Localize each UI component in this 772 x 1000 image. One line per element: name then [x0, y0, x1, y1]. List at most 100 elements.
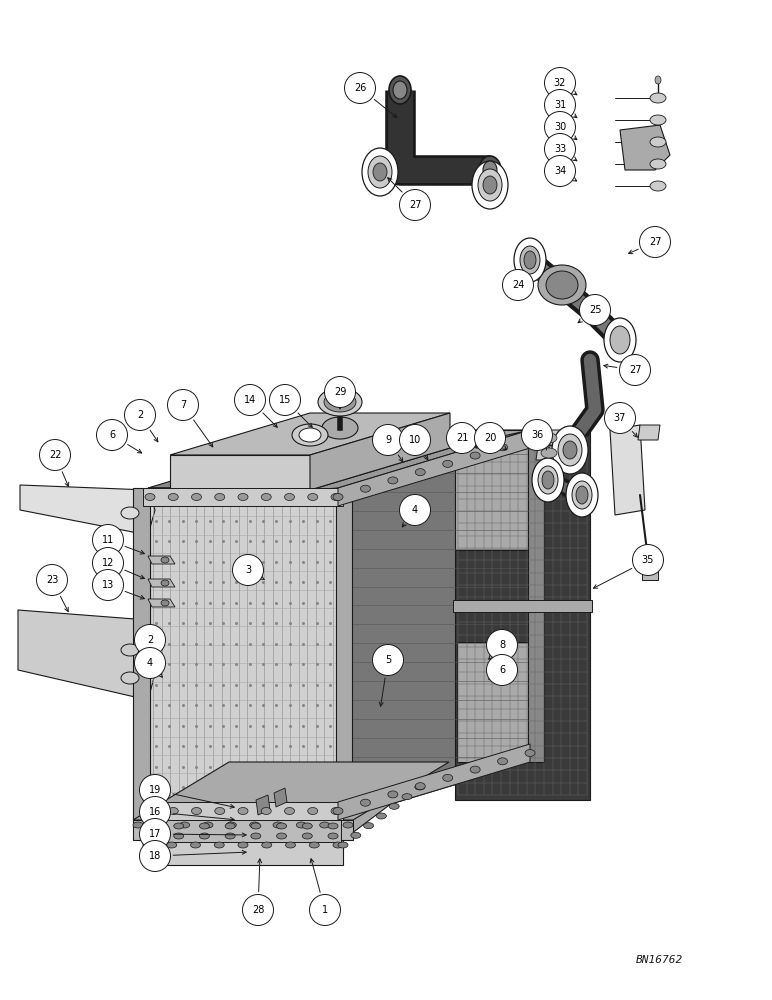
Ellipse shape: [498, 444, 507, 451]
Ellipse shape: [479, 156, 501, 184]
Circle shape: [446, 422, 478, 454]
Text: 35: 35: [642, 555, 654, 565]
Ellipse shape: [655, 76, 661, 84]
Polygon shape: [170, 413, 450, 455]
Circle shape: [140, 774, 171, 806]
Text: 26: 26: [354, 83, 366, 93]
Ellipse shape: [538, 466, 558, 494]
Ellipse shape: [174, 823, 184, 829]
Ellipse shape: [168, 808, 178, 814]
Text: 5: 5: [385, 655, 391, 665]
Text: 37: 37: [614, 413, 626, 423]
Ellipse shape: [318, 388, 362, 416]
Ellipse shape: [415, 469, 425, 476]
Ellipse shape: [199, 823, 209, 829]
Ellipse shape: [338, 842, 348, 848]
Text: 32: 32: [554, 78, 566, 88]
Ellipse shape: [276, 833, 286, 839]
Text: 10: 10: [409, 435, 421, 445]
Text: 30: 30: [554, 122, 566, 132]
Ellipse shape: [362, 148, 398, 196]
Ellipse shape: [121, 672, 139, 684]
Circle shape: [544, 68, 575, 99]
Ellipse shape: [650, 137, 666, 147]
Ellipse shape: [148, 833, 158, 839]
Ellipse shape: [145, 493, 155, 500]
Text: 25: 25: [589, 305, 601, 315]
Ellipse shape: [148, 823, 158, 829]
Polygon shape: [453, 600, 592, 612]
Ellipse shape: [261, 493, 271, 500]
Polygon shape: [274, 788, 287, 807]
Ellipse shape: [558, 434, 582, 466]
Ellipse shape: [610, 326, 630, 354]
Ellipse shape: [133, 822, 143, 828]
Ellipse shape: [225, 833, 235, 839]
Ellipse shape: [552, 426, 588, 474]
Text: 27: 27: [648, 237, 662, 247]
Ellipse shape: [389, 76, 411, 104]
Text: 34: 34: [554, 166, 566, 176]
Ellipse shape: [343, 822, 353, 828]
Circle shape: [632, 544, 663, 576]
Ellipse shape: [261, 808, 271, 814]
Polygon shape: [143, 802, 343, 820]
Polygon shape: [133, 488, 150, 820]
Circle shape: [93, 524, 124, 556]
Polygon shape: [455, 432, 590, 800]
Polygon shape: [455, 430, 544, 550]
Polygon shape: [145, 815, 341, 842]
Ellipse shape: [303, 823, 313, 829]
Circle shape: [310, 894, 340, 926]
Ellipse shape: [191, 808, 201, 814]
Ellipse shape: [563, 441, 577, 459]
Text: 29: 29: [334, 387, 346, 397]
Ellipse shape: [650, 181, 666, 191]
Circle shape: [486, 630, 517, 660]
Text: 6: 6: [109, 430, 115, 440]
Polygon shape: [148, 488, 338, 490]
Ellipse shape: [333, 842, 343, 848]
Ellipse shape: [483, 161, 497, 179]
Text: 16: 16: [149, 807, 161, 817]
Ellipse shape: [303, 833, 313, 839]
Ellipse shape: [388, 791, 398, 798]
Ellipse shape: [226, 822, 236, 828]
Polygon shape: [638, 425, 660, 440]
Text: 18: 18: [149, 851, 161, 861]
Ellipse shape: [361, 485, 371, 492]
Ellipse shape: [333, 493, 343, 500]
Ellipse shape: [251, 823, 261, 829]
Circle shape: [140, 840, 171, 871]
Circle shape: [134, 624, 165, 656]
Ellipse shape: [276, 823, 286, 829]
Circle shape: [242, 894, 273, 926]
Ellipse shape: [157, 822, 166, 828]
Text: 20: 20: [484, 433, 496, 443]
Ellipse shape: [472, 161, 508, 209]
Polygon shape: [528, 430, 544, 762]
Ellipse shape: [331, 493, 341, 500]
Circle shape: [486, 654, 517, 686]
Text: 21: 21: [455, 433, 468, 443]
Ellipse shape: [483, 176, 497, 194]
Polygon shape: [148, 599, 175, 607]
Circle shape: [544, 111, 575, 142]
Polygon shape: [133, 762, 449, 820]
Polygon shape: [310, 413, 450, 490]
Ellipse shape: [442, 460, 452, 467]
Text: 31: 31: [554, 100, 566, 110]
Ellipse shape: [542, 471, 554, 489]
Polygon shape: [536, 446, 560, 460]
Circle shape: [124, 399, 155, 430]
Ellipse shape: [538, 265, 586, 305]
Text: 13: 13: [102, 580, 114, 590]
Ellipse shape: [650, 115, 666, 125]
Ellipse shape: [525, 436, 535, 442]
Circle shape: [93, 570, 124, 600]
Ellipse shape: [285, 808, 294, 814]
Text: 9: 9: [385, 435, 391, 445]
Ellipse shape: [161, 580, 169, 586]
Ellipse shape: [442, 774, 452, 781]
Text: 7: 7: [180, 400, 186, 410]
